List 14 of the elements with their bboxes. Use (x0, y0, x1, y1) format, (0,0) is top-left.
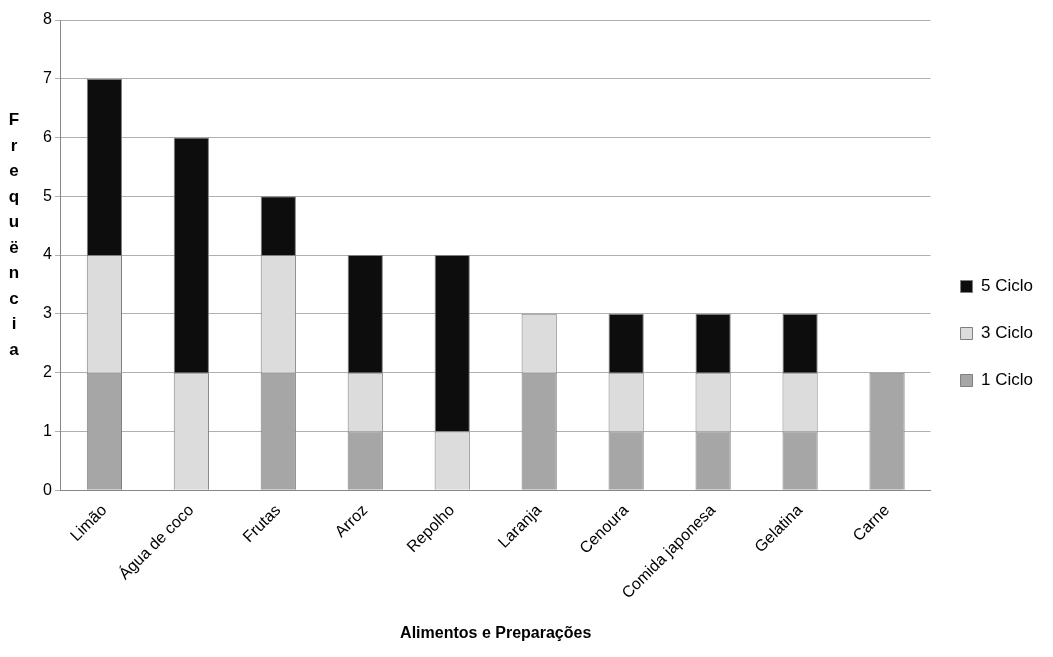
y-tick-label: 4 (42, 245, 52, 263)
legend-label: 3 Ciclo (981, 323, 1034, 343)
x-axis-title: Alimentos e Preparações (400, 623, 592, 641)
legend-label: 5 Ciclo (981, 276, 1034, 296)
y-tick-label: 1 (42, 421, 52, 439)
y-tick-label: 8 (42, 10, 52, 28)
y-tick-label: 6 (42, 127, 52, 145)
y-tick-label: 5 (42, 186, 52, 204)
y-tick-label: 3 (42, 304, 52, 322)
text: Frequëncia (8, 110, 20, 359)
y-tick-label: 2 (42, 363, 52, 381)
y-tick-label: 7 (42, 69, 52, 87)
y-tick-label: 0 (42, 480, 52, 498)
legend-label: 1 Ciclo (981, 370, 1034, 390)
